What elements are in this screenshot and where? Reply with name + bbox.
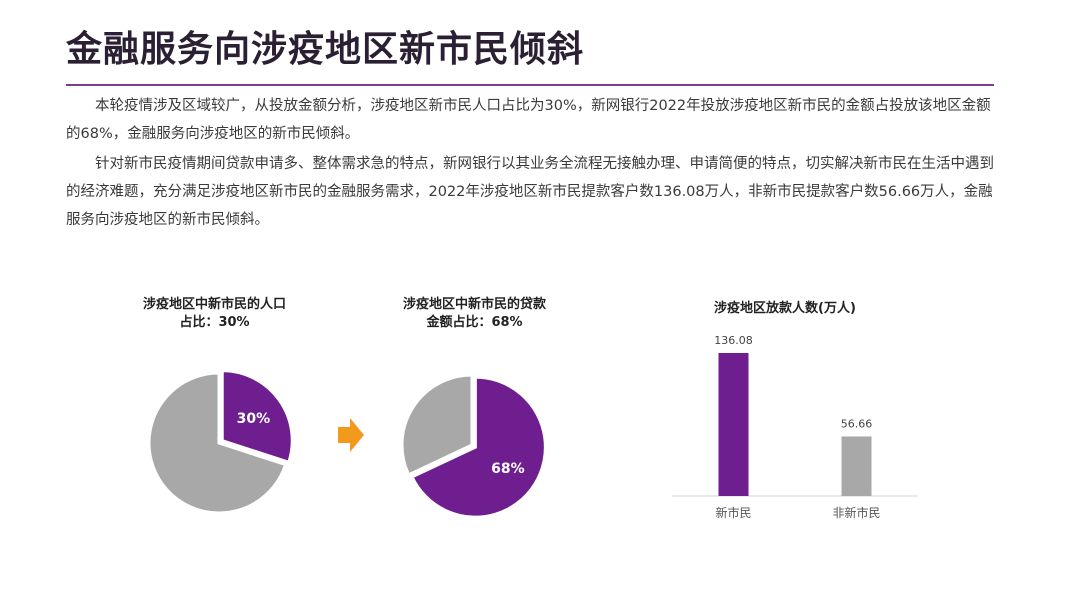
bar-value-label-1: 56.66 [841,417,873,430]
pie-chart-1-title: 涉疫地区中新市民的人口 占比：30% [112,296,317,332]
pie-chart-2: 68% [400,373,547,519]
x-tick-label-0: 新市民 [715,505,751,520]
pie-chart-2-title: 涉疫地区中新市民的贷款 金额占比：68% [372,296,577,332]
bar-chart-title: 涉疫地区放款人数(万人) [714,301,856,316]
pie-slice-label-0: 30% [237,411,271,427]
pie-chart-1-title-line1: 涉疫地区中新市民的人口 [142,297,286,312]
paragraph-1: 本轮疫情涉及区域较广，从投放金额分析，涉疫地区新市民人口占比为30%，新网银行2… [66,98,991,142]
pie-slice-label-0: 68% [491,461,525,477]
pie-slice-1 [400,373,474,477]
pie-slice-1 [147,371,288,515]
pie-chart-2-title-line2: 金额占比：68% [426,315,523,330]
x-tick-label-1: 非新市民 [832,505,880,520]
title-divider [66,84,994,86]
bar-0 [718,353,749,496]
arrow-right-icon [338,418,364,452]
bar-chart: 136.08 新市民 56.66 非新市民 [672,334,918,520]
pie-slice-0 [220,369,294,465]
pie-chart-1: 30% [147,369,294,515]
bar-value-label-0: 136.08 [714,334,753,347]
pie-chart-1-title-line2: 占比：30% [179,315,250,330]
pie-chart-2-title-line1: 涉疫地区中新市民的贷款 [402,297,546,312]
page-title: 金融服务向涉疫地区新市民倾斜 [66,29,585,70]
bar-1 [841,436,872,496]
paragraph-2: 针对新市民疫情期间贷款申请多、整体需求急的特点，新网银行以其业务全流程无接触办理… [66,156,994,228]
pie-slice-0 [410,375,547,519]
